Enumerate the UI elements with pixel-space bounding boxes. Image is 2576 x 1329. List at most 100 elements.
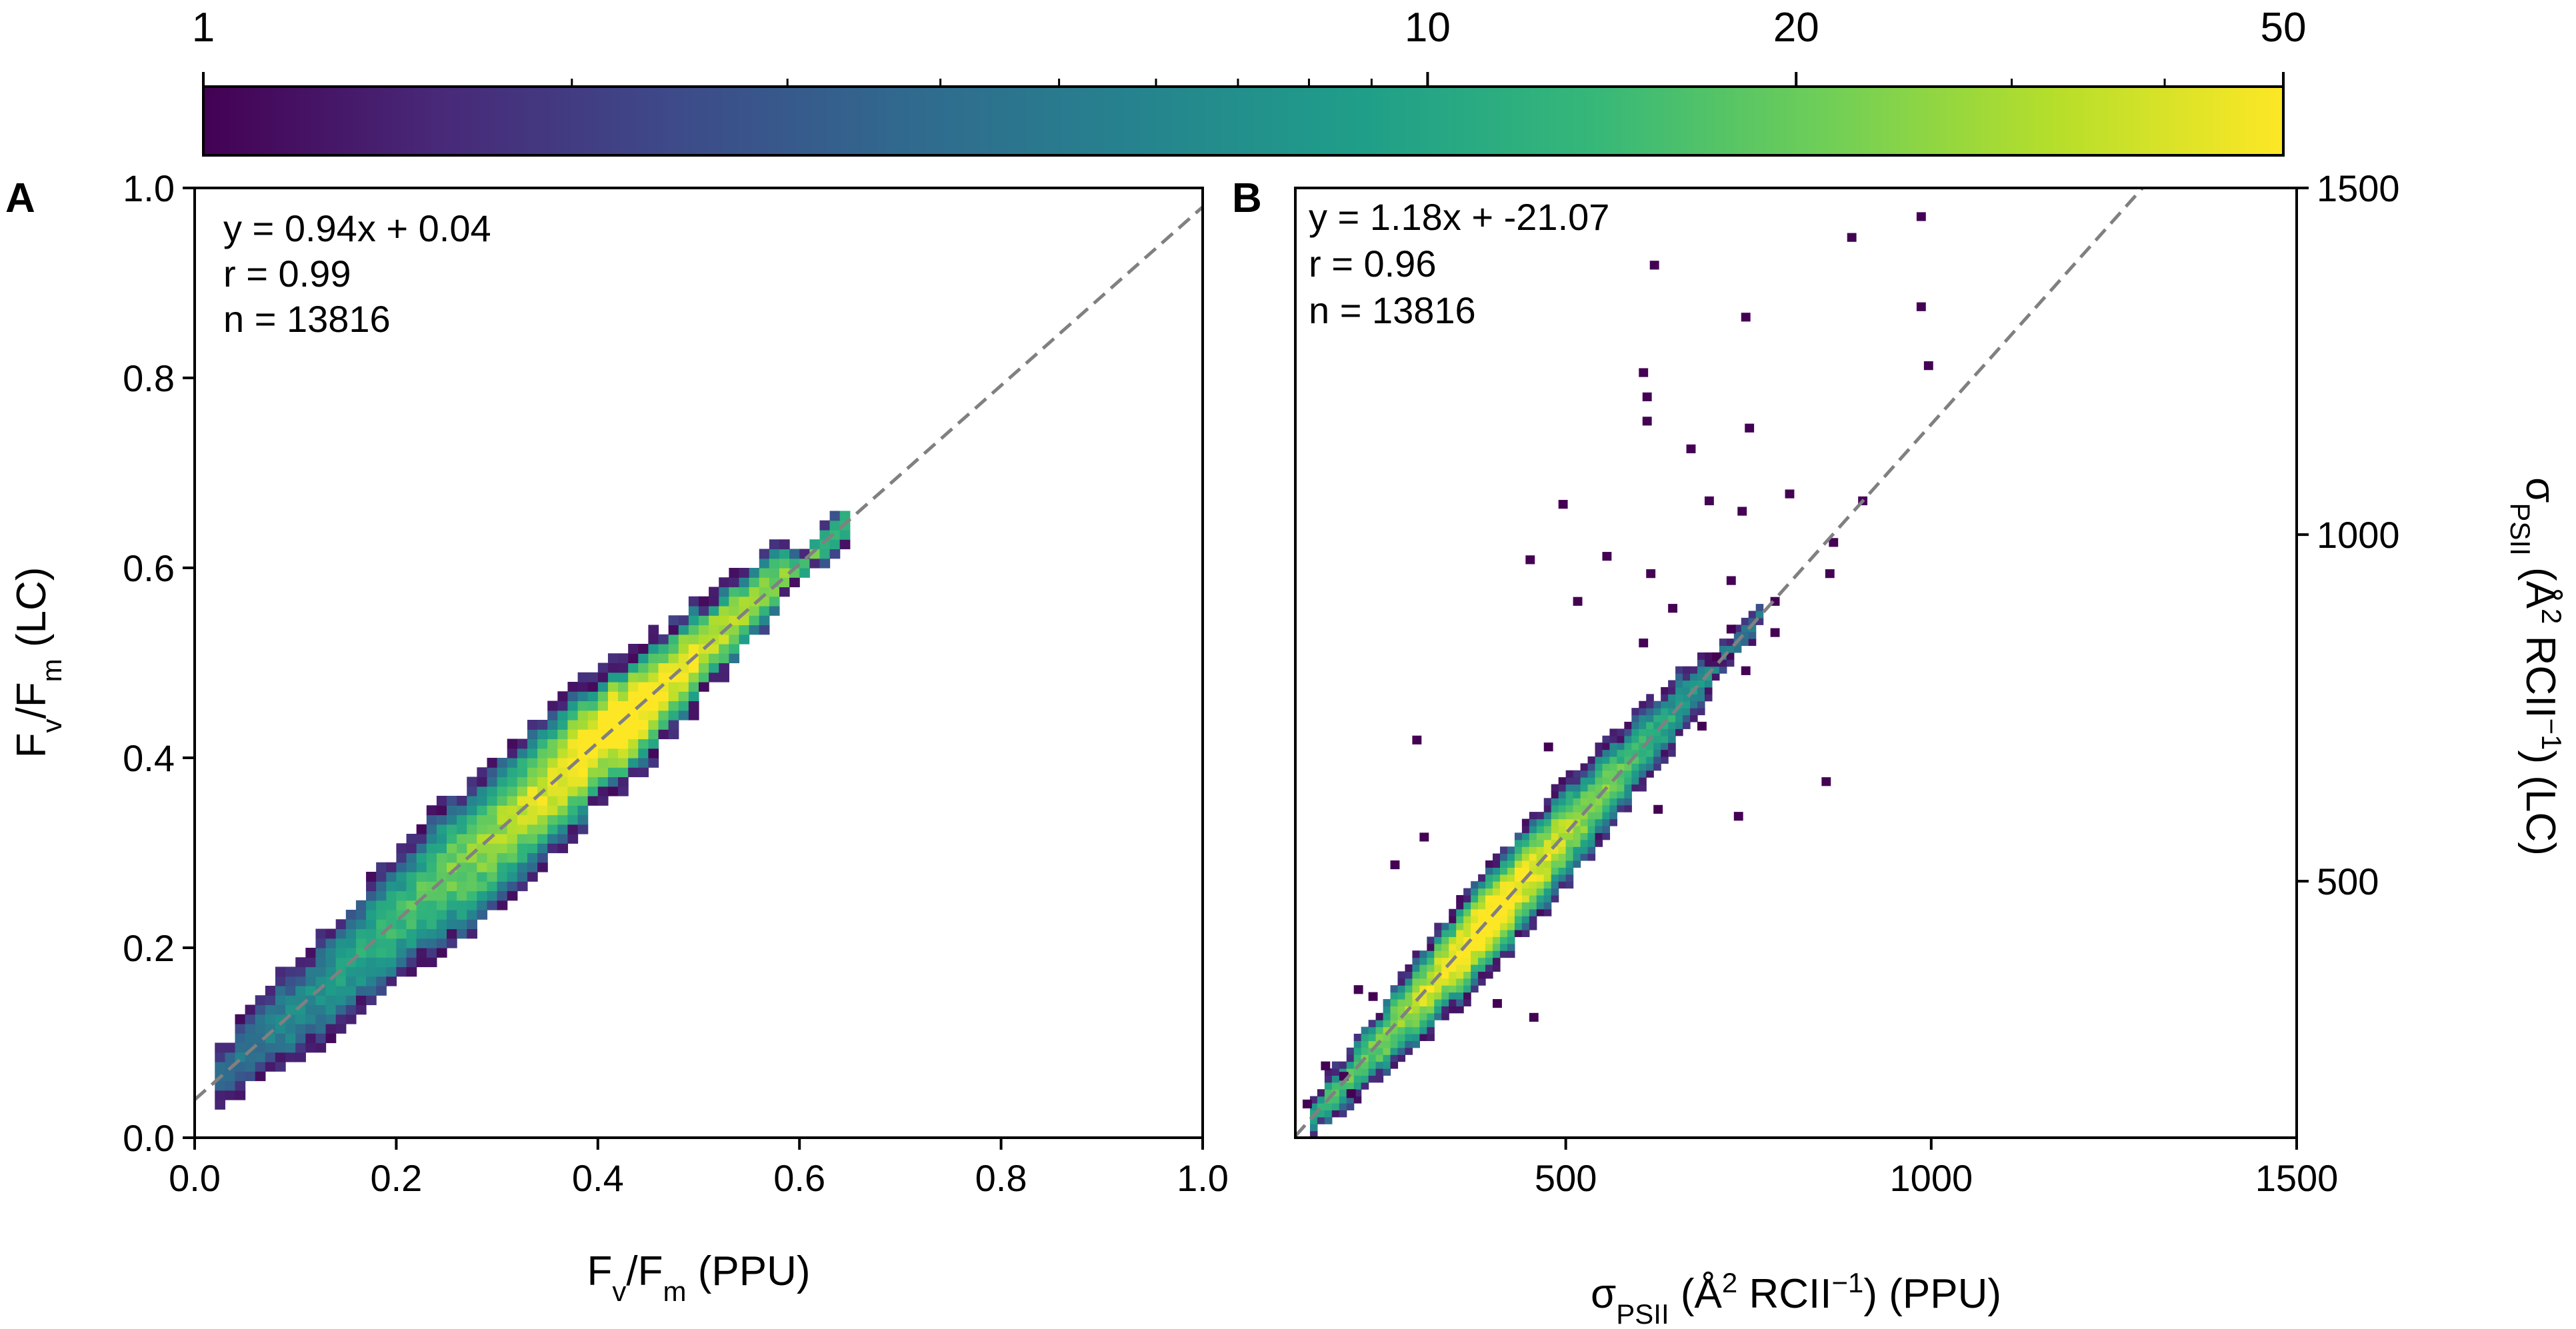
heatmap-bin <box>386 890 397 901</box>
heatmap-bin <box>1499 867 1508 875</box>
heatmap-bin <box>1485 936 1493 944</box>
heatmap-bin <box>406 957 417 968</box>
heatmap-outlier-bin <box>1642 417 1652 426</box>
heatmap-bin <box>1471 894 1479 902</box>
heatmap-bin <box>1521 908 1530 916</box>
heatmap-bin <box>1449 998 1457 1006</box>
heatmap-bin <box>1471 929 1479 937</box>
heatmap-bin <box>1536 812 1545 820</box>
panel-b-y-axis-label: σPSII (Å2 RCII−1) (LC) <box>2505 477 2568 856</box>
heatmap-bin <box>547 805 558 816</box>
heatmap-bin <box>1661 694 1669 702</box>
heatmap-bin <box>1521 867 1530 875</box>
heatmap-bin <box>688 663 699 673</box>
heatmap-bin <box>577 758 589 768</box>
heatmap-bin <box>275 976 286 986</box>
heatmap-bin <box>1412 964 1420 972</box>
heatmap-bin <box>1471 971 1479 979</box>
heatmap-bin <box>759 615 770 626</box>
heatmap-bin <box>1558 846 1567 854</box>
heatmap-bin <box>1580 763 1589 771</box>
heatmap-bin <box>1478 964 1486 972</box>
heatmap-bin <box>1558 790 1567 798</box>
heatmap-bin <box>497 834 508 844</box>
heatmap-bin <box>1558 777 1567 785</box>
heatmap-bin <box>1631 742 1639 750</box>
heatmap-bin <box>1741 617 1749 625</box>
panel-a-heatmap <box>215 511 851 1110</box>
heatmap-bin <box>225 1042 236 1053</box>
heatmap-bin <box>547 710 558 720</box>
heatmap-bin <box>1646 714 1654 722</box>
heatmap-bin <box>497 900 508 910</box>
heatmap-bin <box>678 634 689 645</box>
heatmap-bin <box>1427 936 1435 944</box>
heatmap-bin <box>1493 943 1501 951</box>
heatmap-bin <box>1499 936 1508 944</box>
heatmap-bin <box>1390 998 1399 1006</box>
heatmap-bin <box>1309 1102 1318 1110</box>
heatmap-bin <box>668 729 679 740</box>
heatmap-bin <box>366 976 377 986</box>
heatmap-bin <box>749 625 760 635</box>
heatmap-bin <box>719 587 729 597</box>
heatmap-bin <box>1309 1096 1318 1104</box>
heatmap-bin <box>1449 908 1457 916</box>
heatmap-bin <box>1390 1026 1399 1034</box>
heatmap-bin <box>1668 749 1676 757</box>
heatmap-bin <box>345 966 357 977</box>
heatmap-bin <box>426 805 437 816</box>
heatmap-bin <box>719 577 729 588</box>
heatmap-bin <box>275 1024 286 1034</box>
panel-a-x-axis-label: Fv/Fm (PPU) <box>587 1248 811 1307</box>
heatmap-bin <box>597 663 609 673</box>
heatmap-bin <box>1573 832 1581 840</box>
heatmap-bin <box>1346 1054 1355 1062</box>
heatmap-bin <box>1543 825 1552 833</box>
heatmap-bin <box>527 767 538 778</box>
heatmap-bin <box>517 748 528 758</box>
heatmap-bin <box>426 910 437 920</box>
heatmap-bin <box>1529 853 1537 861</box>
heatmap-bin <box>557 691 569 702</box>
heatmap-bin <box>1317 1102 1325 1110</box>
heatmap-bin <box>809 539 821 550</box>
heatmap-bin <box>1573 798 1581 806</box>
heatmap-bin <box>1624 735 1632 743</box>
heatmap-bin <box>537 720 548 730</box>
heatmap-bin <box>457 834 467 844</box>
heatmap-bin <box>567 710 579 720</box>
heatmap-bin <box>1456 950 1464 958</box>
heatmap-bin <box>557 843 569 854</box>
heatmap-bin <box>1755 617 1764 625</box>
y-tick-label: 1.0 <box>123 167 175 209</box>
heatmap-bin <box>699 625 709 635</box>
heatmap-bin <box>265 995 276 1006</box>
heatmap-bin <box>567 834 579 844</box>
heatmap-outlier-bin <box>1704 496 1714 506</box>
heatmap-bin <box>1726 659 1735 667</box>
heatmap-bin <box>285 986 296 996</box>
heatmap-bin <box>668 720 679 730</box>
heatmap-bin <box>345 928 357 939</box>
heatmap-bin <box>1507 908 1515 916</box>
heatmap-bin <box>557 710 569 720</box>
heatmap-bin <box>1602 763 1611 771</box>
heatmap-bin <box>1456 916 1464 924</box>
heatmap-bin <box>587 720 599 730</box>
heatmap-bin <box>416 881 427 892</box>
heatmap-bin <box>315 995 327 1006</box>
heatmap-bin <box>1419 1012 1427 1020</box>
heatmap-bin <box>265 1014 276 1024</box>
heatmap-bin <box>1595 804 1603 812</box>
heatmap-bin <box>1551 818 1559 826</box>
heatmap-bin <box>759 625 770 635</box>
heatmap-bin <box>406 843 417 854</box>
x-tick-label: 0.0 <box>169 1157 221 1199</box>
heatmap-bin <box>215 1080 225 1091</box>
heatmap-bin <box>618 758 629 768</box>
heatmap-bin <box>1514 867 1523 875</box>
heatmap-bin <box>1331 1102 1340 1110</box>
heatmap-bin <box>1741 631 1749 639</box>
heatmap-bin <box>1565 777 1574 785</box>
